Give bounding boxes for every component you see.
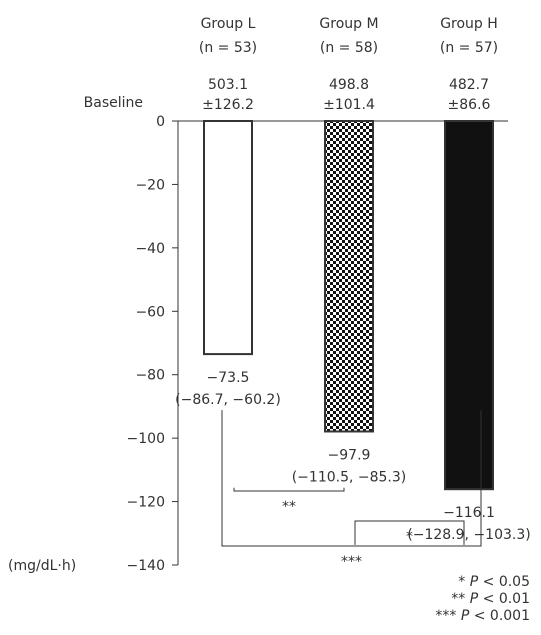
baseline-mean: 503.1	[208, 77, 248, 93]
y-tick-label: −20	[135, 177, 165, 193]
bar	[324, 120, 374, 433]
bar-value-label: −116.1	[443, 505, 495, 521]
bar-value-label: −73.5	[207, 370, 250, 386]
group-name: Group L	[201, 16, 256, 32]
baseline-sd: ±86.6	[448, 97, 491, 113]
bar	[444, 120, 494, 491]
bar-ci-label: (−86.7, −60.2)	[175, 392, 281, 408]
group-n-label: (n = 58)	[320, 40, 378, 56]
baseline-sd: ±101.4	[323, 97, 375, 113]
y-tick-label: −40	[135, 241, 165, 257]
bar	[203, 120, 253, 356]
group-n-label: (n = 57)	[440, 40, 498, 56]
significance-stars: **	[282, 499, 296, 515]
bar-ci-label: (−128.9, −103.3)	[407, 527, 530, 543]
group-n-label: (n = 53)	[199, 40, 257, 56]
baseline-mean: 498.8	[329, 77, 369, 93]
group-name: Group M	[319, 16, 378, 32]
significance-bracket	[221, 410, 482, 547]
y-tick-label: −60	[135, 304, 165, 320]
bar-value-label: −97.9	[328, 447, 371, 463]
baseline-label: Baseline	[84, 95, 143, 111]
significance-key-item: *** P < 0.001	[435, 608, 530, 624]
y-tick-label: −140	[127, 558, 165, 574]
significance-key-item: * P < 0.05	[458, 574, 530, 590]
significance-key-item: ** P < 0.01	[451, 591, 530, 607]
baseline-mean: 482.7	[449, 77, 489, 93]
significance-bracket	[354, 520, 465, 545]
group-name: Group H	[440, 16, 498, 32]
y-tick-label: −80	[135, 368, 165, 384]
y-tick-label: 0	[156, 114, 165, 130]
baseline-sd: ±126.2	[202, 97, 254, 113]
significance-bracket	[233, 487, 345, 492]
significance-stars: *	[406, 529, 413, 545]
y-tick-label: −100	[127, 431, 165, 447]
y-tick-label: −120	[127, 495, 165, 511]
y-axis-label: (mg/dL·h)	[8, 558, 76, 574]
significance-stars: ***	[341, 554, 362, 570]
bar-ci-label: (−110.5, −85.3)	[292, 469, 407, 485]
